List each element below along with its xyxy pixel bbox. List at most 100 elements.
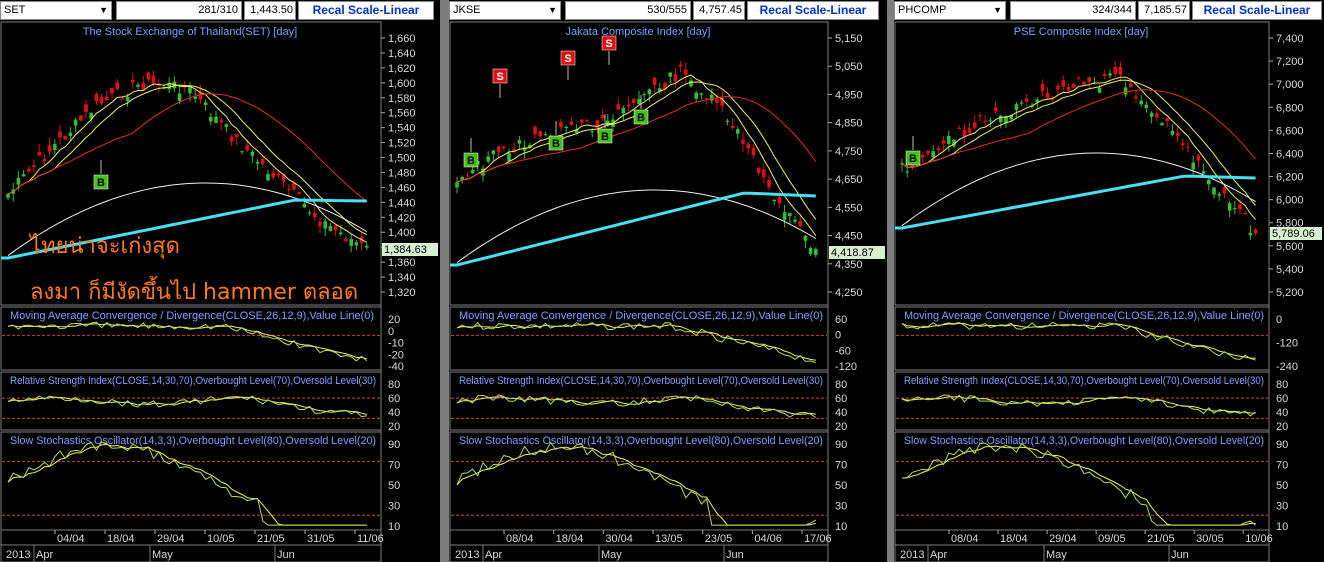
buy-signal-icon: B xyxy=(93,160,109,190)
current-price: 1,443.50 xyxy=(244,1,296,20)
price-axis-label: 1,620 xyxy=(388,63,416,75)
last-price-tag: 5,789.06 xyxy=(1272,228,1315,240)
chart-canvas[interactable]: Jakata Composite Index [day] 5,150 5,050 4,… xyxy=(449,0,887,562)
month-axis-label: Jun xyxy=(277,549,295,561)
annotation-line-1: ไทยน่าจะเก่งสุด xyxy=(30,234,180,259)
price-axis-label: 1,560 xyxy=(388,108,416,120)
date-axis-label: 08/04 xyxy=(506,533,534,545)
recal-scale-button[interactable]: Recal Scale-Linear xyxy=(747,1,879,20)
indicator-axis-label: -10 xyxy=(388,338,404,350)
last-price-tag: 1,384.63 xyxy=(384,244,427,256)
date-axis-label: 30/05 xyxy=(1196,533,1224,545)
indicator-axis-label: 20 xyxy=(388,314,400,326)
date-axis-label: 10/06 xyxy=(1245,533,1273,545)
indicator-axis-label: 80 xyxy=(1276,379,1288,391)
indicator-axis-label: 70 xyxy=(835,460,847,472)
indicator-axis-label: 70 xyxy=(1276,460,1288,472)
indicator-axis-label: 40 xyxy=(1276,407,1288,419)
date-axis-label: 08/04 xyxy=(951,533,979,545)
chart-panel-set[interactable]: SET ▼ 281/310 1,443.50 Recal Scale-Linear The… xyxy=(0,0,440,562)
indicator-axis-label: 10 xyxy=(835,521,847,533)
date-axis-label: 11/06 xyxy=(357,533,384,545)
indicator-axis-label: -120 xyxy=(835,361,857,373)
indicator-axis-label: 30 xyxy=(388,501,400,513)
last-price-tag: 4,418.87 xyxy=(831,247,874,259)
buy-signal-icon: B xyxy=(548,121,564,151)
indicator-title: Relative Strength Index(CLOSE,14,30,70),… xyxy=(904,375,1264,387)
price-axis-label: 5,600 xyxy=(1276,241,1304,253)
price-axis-label: 1,540 xyxy=(388,123,416,135)
indicator-axis-label: 10 xyxy=(1276,521,1288,533)
indicator-title: Relative Strength Index(CLOSE,14,30,70),… xyxy=(459,375,823,387)
date-axis-label: 31/05 xyxy=(307,533,335,545)
chart-canvas[interactable]: PSE Composite Index [day] 7,400 7,200 7,000… xyxy=(894,0,1324,562)
symbol-value: SET xyxy=(4,4,26,16)
buy-signal-icon: B xyxy=(597,114,613,144)
date-axis-label: 18/04 xyxy=(107,533,135,545)
indicator-axis-label: 10 xyxy=(388,521,400,533)
chevron-down-icon[interactable]: ▼ xyxy=(548,5,557,15)
indicator-axis-label: 90 xyxy=(388,439,400,451)
recal-scale-button[interactable]: Recal Scale-Linear xyxy=(1192,1,1322,20)
buy-signal-icon: B xyxy=(463,138,479,168)
bar-counter: 324/344 xyxy=(1010,1,1136,20)
panel-divider[interactable] xyxy=(887,0,894,562)
indicator-axis-label: -20 xyxy=(388,349,404,361)
chart-panel-jkse[interactable]: JKSE ▼ 530/555 4,757.45 Recal Scale-Linear Ja… xyxy=(449,0,887,562)
date-axis-label: 13/05 xyxy=(655,533,683,545)
month-axis-label: May xyxy=(601,549,622,561)
chart-panel-phcomp[interactable]: PHCOMP ▼ 324/344 7,185.57 Recal Scale-Linear… xyxy=(894,0,1324,562)
svg-text:S: S xyxy=(564,53,571,65)
recal-scale-button[interactable]: Recal Scale-Linear xyxy=(298,1,434,20)
price-axis-label: 1,500 xyxy=(388,153,416,165)
svg-text:S: S xyxy=(496,71,503,83)
indicator-axis-label: -240 xyxy=(1276,361,1298,373)
symbol-select[interactable]: PHCOMP ▼ xyxy=(894,1,1006,20)
indicator-title: Slow Stochastics Oscillator(14,3,3),Over… xyxy=(904,435,1264,447)
indicator-axis-label: 30 xyxy=(835,501,847,513)
indicator-title: Relative Strength Index(CLOSE,14,30,70),… xyxy=(10,375,376,387)
indicator-axis-label: 70 xyxy=(388,460,400,472)
indicator-axis-label: 50 xyxy=(1276,480,1288,492)
svg-text:S: S xyxy=(605,38,612,50)
date-axis-label: 09/05 xyxy=(1098,533,1126,545)
indicator-axis-label: 60 xyxy=(388,393,400,405)
panel-toolbar: PHCOMP ▼ 324/344 7,185.57 Recal Scale-Linear xyxy=(894,0,1324,22)
indicator-axis-label: 90 xyxy=(835,439,847,451)
annotation-line-2: ลงมา ก็มีงัดขึ้นไป hammer ตลอด xyxy=(30,280,359,305)
price-axis-label: 1,520 xyxy=(388,138,416,150)
date-axis-label: 18/04 xyxy=(556,533,584,545)
chart-title: Jakata Composite Index [day] xyxy=(566,26,711,38)
price-axis-label: 6,800 xyxy=(1276,102,1304,114)
date-axis-label: 10/05 xyxy=(207,533,235,545)
price-axis-label: 7,200 xyxy=(1276,56,1304,68)
price-axis-label: 1,580 xyxy=(388,93,416,105)
bar-counter: 530/555 xyxy=(565,1,691,20)
indicator-title: Moving Average Convergence / Divergence(… xyxy=(459,310,823,322)
indicator-axis-label: 20 xyxy=(1276,421,1288,433)
date-axis-label: 21/05 xyxy=(257,533,285,545)
svg-text:B: B xyxy=(637,112,645,124)
month-axis-label: Jun xyxy=(1171,549,1189,561)
price-axis-label: 1,660 xyxy=(388,33,416,45)
indicator-axis-label: 80 xyxy=(388,379,400,391)
month-axis-label: 2013 xyxy=(6,549,30,561)
date-axis-label: 17/06 xyxy=(804,533,832,545)
month-axis-label: 2013 xyxy=(455,549,479,561)
indicator-axis-label: 20 xyxy=(835,421,847,433)
symbol-select[interactable]: SET ▼ xyxy=(0,1,112,20)
panel-divider[interactable] xyxy=(440,0,449,562)
buy-signal-icon: B xyxy=(905,136,921,166)
price-axis-label: 4,550 xyxy=(835,202,863,214)
svg-text:B: B xyxy=(97,177,105,189)
chevron-down-icon[interactable]: ▼ xyxy=(993,5,1002,15)
price-axis-label: 1,340 xyxy=(388,272,416,284)
price-axis-label: 5,200 xyxy=(1276,287,1304,299)
price-axis-label: 4,750 xyxy=(835,146,863,158)
price-axis-label: 6,000 xyxy=(1276,195,1304,207)
chevron-down-icon[interactable]: ▼ xyxy=(99,5,108,15)
symbol-select[interactable]: JKSE ▼ xyxy=(449,1,561,20)
price-axis-label: 5,400 xyxy=(1276,264,1304,276)
price-axis-label: 4,350 xyxy=(835,259,863,271)
chart-canvas[interactable]: The Stock Exchange of Thailand(SET) [day… xyxy=(0,0,440,562)
